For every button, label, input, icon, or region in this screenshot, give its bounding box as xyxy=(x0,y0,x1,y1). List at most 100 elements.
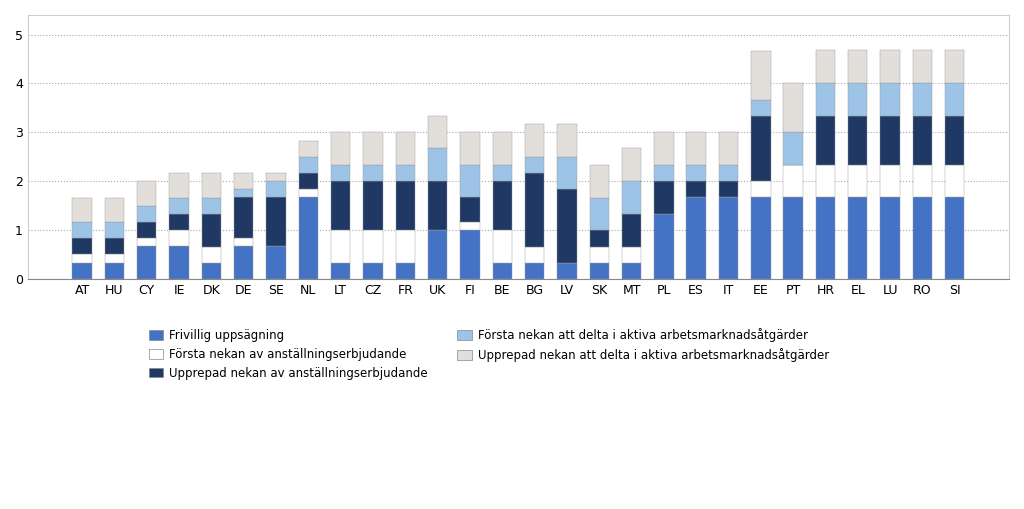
Bar xyxy=(104,263,124,279)
Bar xyxy=(816,197,836,279)
Bar xyxy=(752,197,770,279)
Bar xyxy=(331,263,350,279)
Bar xyxy=(912,116,932,164)
Bar xyxy=(590,246,609,263)
Bar xyxy=(169,246,188,279)
Bar xyxy=(912,83,932,116)
Bar xyxy=(945,197,965,279)
Bar xyxy=(945,50,965,83)
Bar xyxy=(104,222,124,238)
Bar xyxy=(266,173,286,181)
Bar xyxy=(169,173,188,197)
Bar xyxy=(234,197,253,238)
Bar xyxy=(557,124,577,157)
Bar xyxy=(493,181,512,230)
Bar xyxy=(266,181,286,197)
Bar xyxy=(654,165,674,181)
Bar xyxy=(202,197,221,214)
Bar xyxy=(202,246,221,263)
Bar xyxy=(816,50,836,83)
Bar xyxy=(299,157,318,173)
Bar xyxy=(654,214,674,279)
Bar xyxy=(428,149,447,181)
Bar xyxy=(104,238,124,254)
Bar xyxy=(395,230,415,263)
Bar xyxy=(460,221,479,230)
Bar xyxy=(137,221,157,238)
Bar xyxy=(299,140,318,157)
Bar xyxy=(460,132,479,164)
Bar xyxy=(848,83,867,116)
Bar xyxy=(848,164,867,197)
Bar xyxy=(493,263,512,279)
Bar xyxy=(73,238,92,254)
Bar xyxy=(848,116,867,164)
Bar xyxy=(557,263,577,279)
Bar xyxy=(686,181,706,197)
Bar xyxy=(881,164,900,197)
Bar xyxy=(202,173,221,197)
Bar xyxy=(816,116,836,164)
Bar xyxy=(364,165,383,181)
Bar xyxy=(686,132,706,165)
Bar xyxy=(460,164,479,197)
Bar xyxy=(881,197,900,279)
Bar xyxy=(137,181,157,206)
Bar xyxy=(137,246,157,279)
Bar xyxy=(331,132,350,165)
Bar xyxy=(525,124,545,157)
Bar xyxy=(945,83,965,116)
Bar xyxy=(299,197,318,279)
Bar xyxy=(234,173,253,189)
Bar xyxy=(912,50,932,83)
Bar xyxy=(816,164,836,197)
Bar xyxy=(912,164,932,197)
Bar xyxy=(783,83,803,132)
Bar xyxy=(590,165,609,197)
Bar xyxy=(202,263,221,279)
Bar xyxy=(590,231,609,246)
Bar xyxy=(752,181,770,197)
Bar xyxy=(622,263,641,279)
Bar xyxy=(73,263,92,279)
Bar xyxy=(169,230,188,246)
Bar xyxy=(428,181,447,230)
Bar xyxy=(395,165,415,181)
Bar xyxy=(622,181,641,214)
Bar xyxy=(493,230,512,263)
Bar xyxy=(719,165,738,181)
Bar xyxy=(169,214,188,230)
Bar xyxy=(104,197,124,222)
Bar xyxy=(395,263,415,279)
Bar xyxy=(557,189,577,263)
Bar xyxy=(719,132,738,165)
Bar xyxy=(428,230,447,279)
Bar xyxy=(428,116,447,149)
Bar xyxy=(234,246,253,279)
Bar xyxy=(848,197,867,279)
Bar xyxy=(719,197,738,279)
Bar xyxy=(783,132,803,164)
Bar xyxy=(654,181,674,214)
Bar xyxy=(848,50,867,83)
Bar xyxy=(881,50,900,83)
Bar xyxy=(557,157,577,189)
Bar xyxy=(460,197,479,221)
Bar xyxy=(364,230,383,263)
Bar xyxy=(783,164,803,197)
Bar xyxy=(234,189,253,197)
Bar xyxy=(945,164,965,197)
Bar xyxy=(364,132,383,165)
Bar xyxy=(137,238,157,246)
Bar xyxy=(364,263,383,279)
Bar xyxy=(266,246,286,279)
Bar xyxy=(912,197,932,279)
Bar xyxy=(73,254,92,263)
Bar xyxy=(945,116,965,164)
Bar xyxy=(881,116,900,164)
Bar xyxy=(686,165,706,181)
Bar xyxy=(525,246,545,263)
Bar xyxy=(493,132,512,165)
Bar xyxy=(104,254,124,263)
Bar xyxy=(460,230,479,279)
